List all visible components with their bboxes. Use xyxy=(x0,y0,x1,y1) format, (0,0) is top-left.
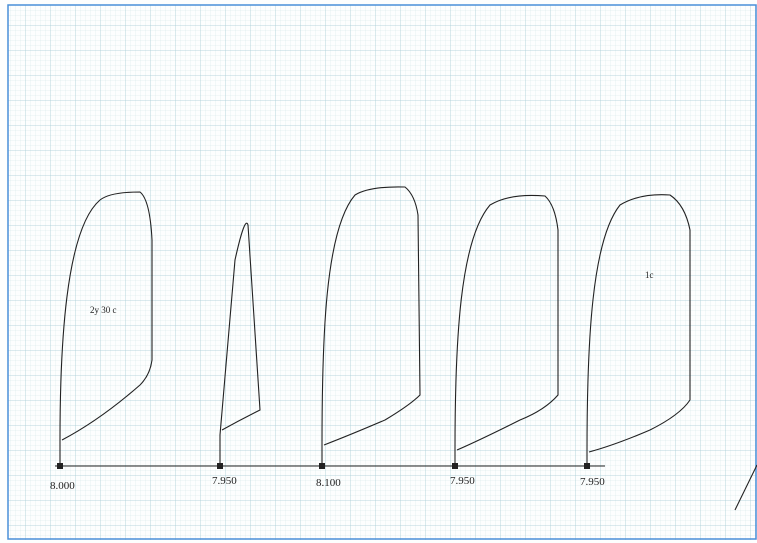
marker xyxy=(584,463,590,469)
loop-label: 7.950 xyxy=(450,475,475,487)
marker xyxy=(452,463,458,469)
loop-label: 7.950 xyxy=(212,475,237,487)
loop-label: 8.000 xyxy=(50,480,75,492)
loop-label: 8.100 xyxy=(316,477,341,489)
loop-label: 7.950 xyxy=(580,476,605,488)
scanned-page: 8.000 7.950 8.100 7.950 7.950 2y 30 c 1c xyxy=(0,0,757,543)
marker xyxy=(57,463,63,469)
marker xyxy=(217,463,223,469)
annotation: 1c xyxy=(645,270,654,280)
annotation: 2y 30 c xyxy=(90,305,117,315)
marker xyxy=(319,463,325,469)
graph-paper-scan: 8.000 7.950 8.100 7.950 7.950 2y 30 c 1c xyxy=(0,0,757,543)
